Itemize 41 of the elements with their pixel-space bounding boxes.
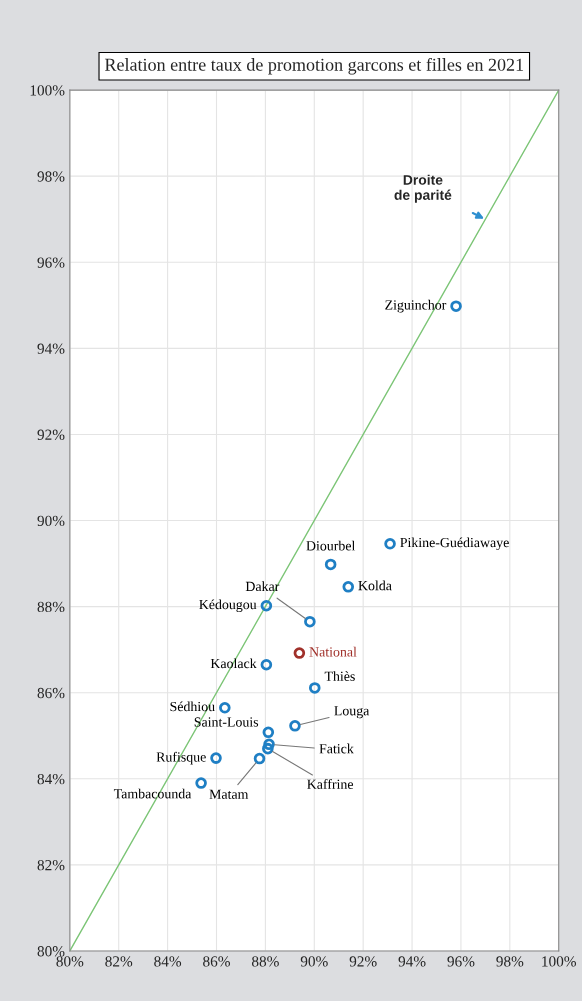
y-tick-label: 84% [37, 773, 65, 785]
y-tick-label: 94% [37, 343, 65, 354]
annotation: Kaolack [210, 658, 257, 669]
x-tick-label: 100% [542, 956, 577, 967]
annotation: Kédougou [199, 599, 257, 613]
annotation: Diourbel [306, 540, 356, 551]
x-tick-label: 80% [56, 956, 84, 967]
y-tick-label: 96% [37, 257, 65, 268]
x-tick-label: 94% [398, 956, 426, 967]
annotation: Kaffrine [307, 779, 354, 789]
annotation: Kolda [358, 580, 392, 591]
y-tick-label: 98% [37, 171, 65, 182]
y-tick-label: 82% [37, 860, 65, 871]
annotation: Droite de parité [394, 174, 452, 203]
annotation: Louga [334, 706, 370, 719]
x-tick-label: 96% [447, 956, 475, 967]
annotation: Ziguinchor [385, 299, 447, 313]
x-tick-label: 90% [300, 956, 328, 967]
annotation: Rufisque [156, 751, 206, 765]
annotation: National [309, 646, 357, 657]
annotation: Thiès [324, 671, 355, 681]
y-tick-label: 86% [37, 687, 65, 699]
x-tick-label: 98% [496, 956, 524, 967]
chart-title: Relation entre taux de promotion garcons et filles en 2021 [104, 57, 524, 75]
y-tick-label: 88% [37, 601, 65, 613]
annotation: Fatick [319, 743, 354, 754]
x-tick-label: 82% [105, 956, 133, 967]
annotation: Pikine-Guédiawaye [400, 537, 509, 551]
annotation: Matam [209, 789, 249, 799]
x-tick-label: 88% [251, 956, 279, 967]
y-tick-label: 90% [37, 515, 65, 527]
y-tick-label: 80% [37, 946, 65, 957]
annotation: Dakar [245, 581, 280, 592]
y-tick-label: 92% [37, 429, 65, 440]
x-tick-label: 86% [203, 956, 230, 967]
x-tick-label: 84% [154, 956, 182, 967]
annotation: Saint-Louis [194, 717, 259, 727]
y-tick-label: 100% [30, 85, 65, 96]
x-tick-label: 92% [349, 956, 377, 967]
annotation: Tambacounda [113, 788, 192, 799]
annotation: Sédhiou [170, 701, 215, 712]
